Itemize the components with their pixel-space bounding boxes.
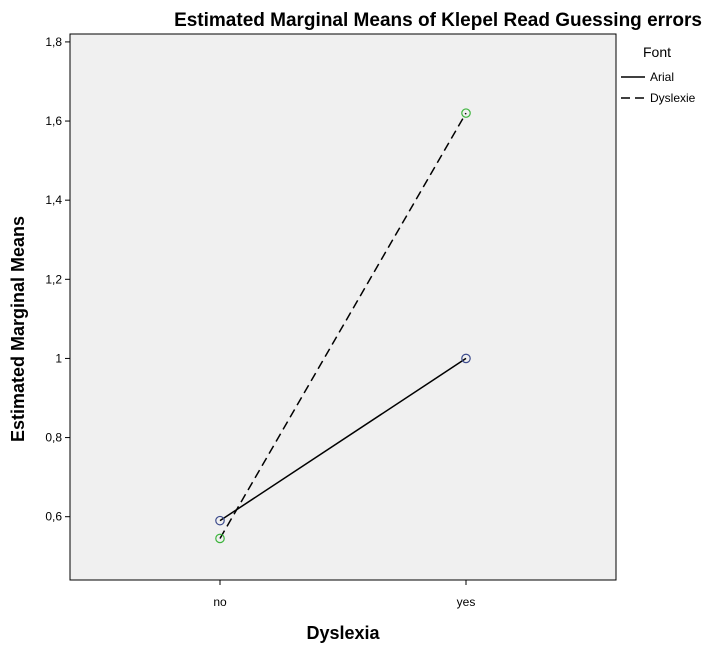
y-tick-label: 1,4 [45, 193, 62, 207]
y-axis-title: Estimated Marginal Means [8, 216, 28, 442]
data-point-arial-yes [461, 353, 471, 364]
legend-title: Font [643, 44, 671, 60]
y-tick-label: 1,2 [45, 272, 62, 286]
legend-label-dyslexie: Dyslexie [650, 91, 696, 105]
series-line-dyslexie [219, 112, 467, 539]
legend-items: Arial Dyslexie [621, 70, 696, 105]
y-tick-label: 0,8 [45, 431, 62, 445]
y-tick-label: 1,6 [45, 114, 62, 128]
data-point-dyslexie-no [215, 533, 225, 544]
y-tick-label: 1,8 [45, 35, 62, 49]
series-line-arial [219, 357, 467, 522]
x-axis-ticks: no yes [213, 580, 475, 609]
chart-title: Estimated Marginal Means of Klepel Read … [174, 10, 702, 31]
series-layer [215, 108, 471, 544]
plot-area [69, 33, 617, 581]
data-point-arial-no [215, 515, 225, 526]
x-tick-label: no [213, 595, 227, 609]
y-tick-label: 1 [55, 351, 62, 365]
x-axis-title: Dyslexia [306, 623, 380, 643]
legend-label-arial: Arial [650, 70, 674, 84]
x-tick-label: yes [457, 595, 476, 609]
y-axis-ticks: 0,6 0,8 1 1,2 1,4 1,6 1,8 [45, 35, 70, 524]
data-point-dyslexie-yes [461, 108, 471, 118]
legend: Font Arial Dyslexie [621, 44, 696, 105]
y-tick-label: 0,6 [45, 510, 62, 524]
